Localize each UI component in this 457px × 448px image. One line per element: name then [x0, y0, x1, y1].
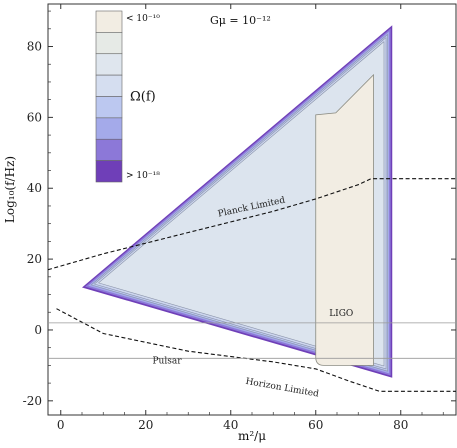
y-tick-label: 60	[27, 110, 42, 124]
annotation-pulsar: Pulsar	[152, 357, 182, 367]
color-legend: Ω(f) < 10⁻¹⁰ > 10⁻¹⁸	[95, 10, 160, 183]
y-axis-label: Log₁₀(f/Hz)	[3, 156, 17, 223]
series-line-planck-limited	[48, 178, 456, 271]
legend-swatch	[95, 160, 123, 183]
legend-swatch	[95, 117, 123, 140]
contour-level-5	[98, 41, 385, 367]
x-tick-label: 20	[138, 418, 153, 432]
limit-lines	[48, 178, 456, 392]
series-line-horizon-limited	[56, 308, 456, 392]
legend-swatch	[95, 96, 123, 119]
x-tick-label: 80	[393, 418, 408, 432]
legend-swatch	[95, 53, 123, 76]
legend-swatch	[95, 10, 123, 33]
legend-swatch	[95, 138, 123, 161]
y-tick-label: 0	[34, 323, 42, 337]
legend-swatch	[95, 32, 123, 55]
legend-swatch	[95, 74, 123, 97]
contour-region	[82, 25, 393, 378]
y-tick-label: 20	[27, 252, 42, 266]
gmu-annotation: Gμ = 10⁻¹²	[210, 14, 271, 27]
axis-ticks: 0 20 40 60 80 -20 0 20 40 60 80	[23, 4, 456, 432]
x-tick-label: 60	[308, 418, 323, 432]
y-tick-label: -20	[23, 394, 42, 408]
y-tick-label: 40	[27, 181, 42, 195]
legend-bottom-label: > 10⁻¹⁸	[126, 171, 160, 181]
legend-title: Ω(f)	[130, 90, 156, 105]
x-tick-label: 0	[57, 418, 65, 432]
legend-top-label: < 10⁻¹⁰	[126, 14, 160, 24]
y-tick-label: 80	[27, 40, 42, 54]
annotation-ligo: LIGO	[329, 309, 353, 319]
x-axis-label: m²/μ	[238, 429, 266, 443]
legend-swatches	[95, 10, 123, 183]
contour-level-inner	[315, 73, 374, 366]
x-tick-label: 40	[223, 418, 238, 432]
